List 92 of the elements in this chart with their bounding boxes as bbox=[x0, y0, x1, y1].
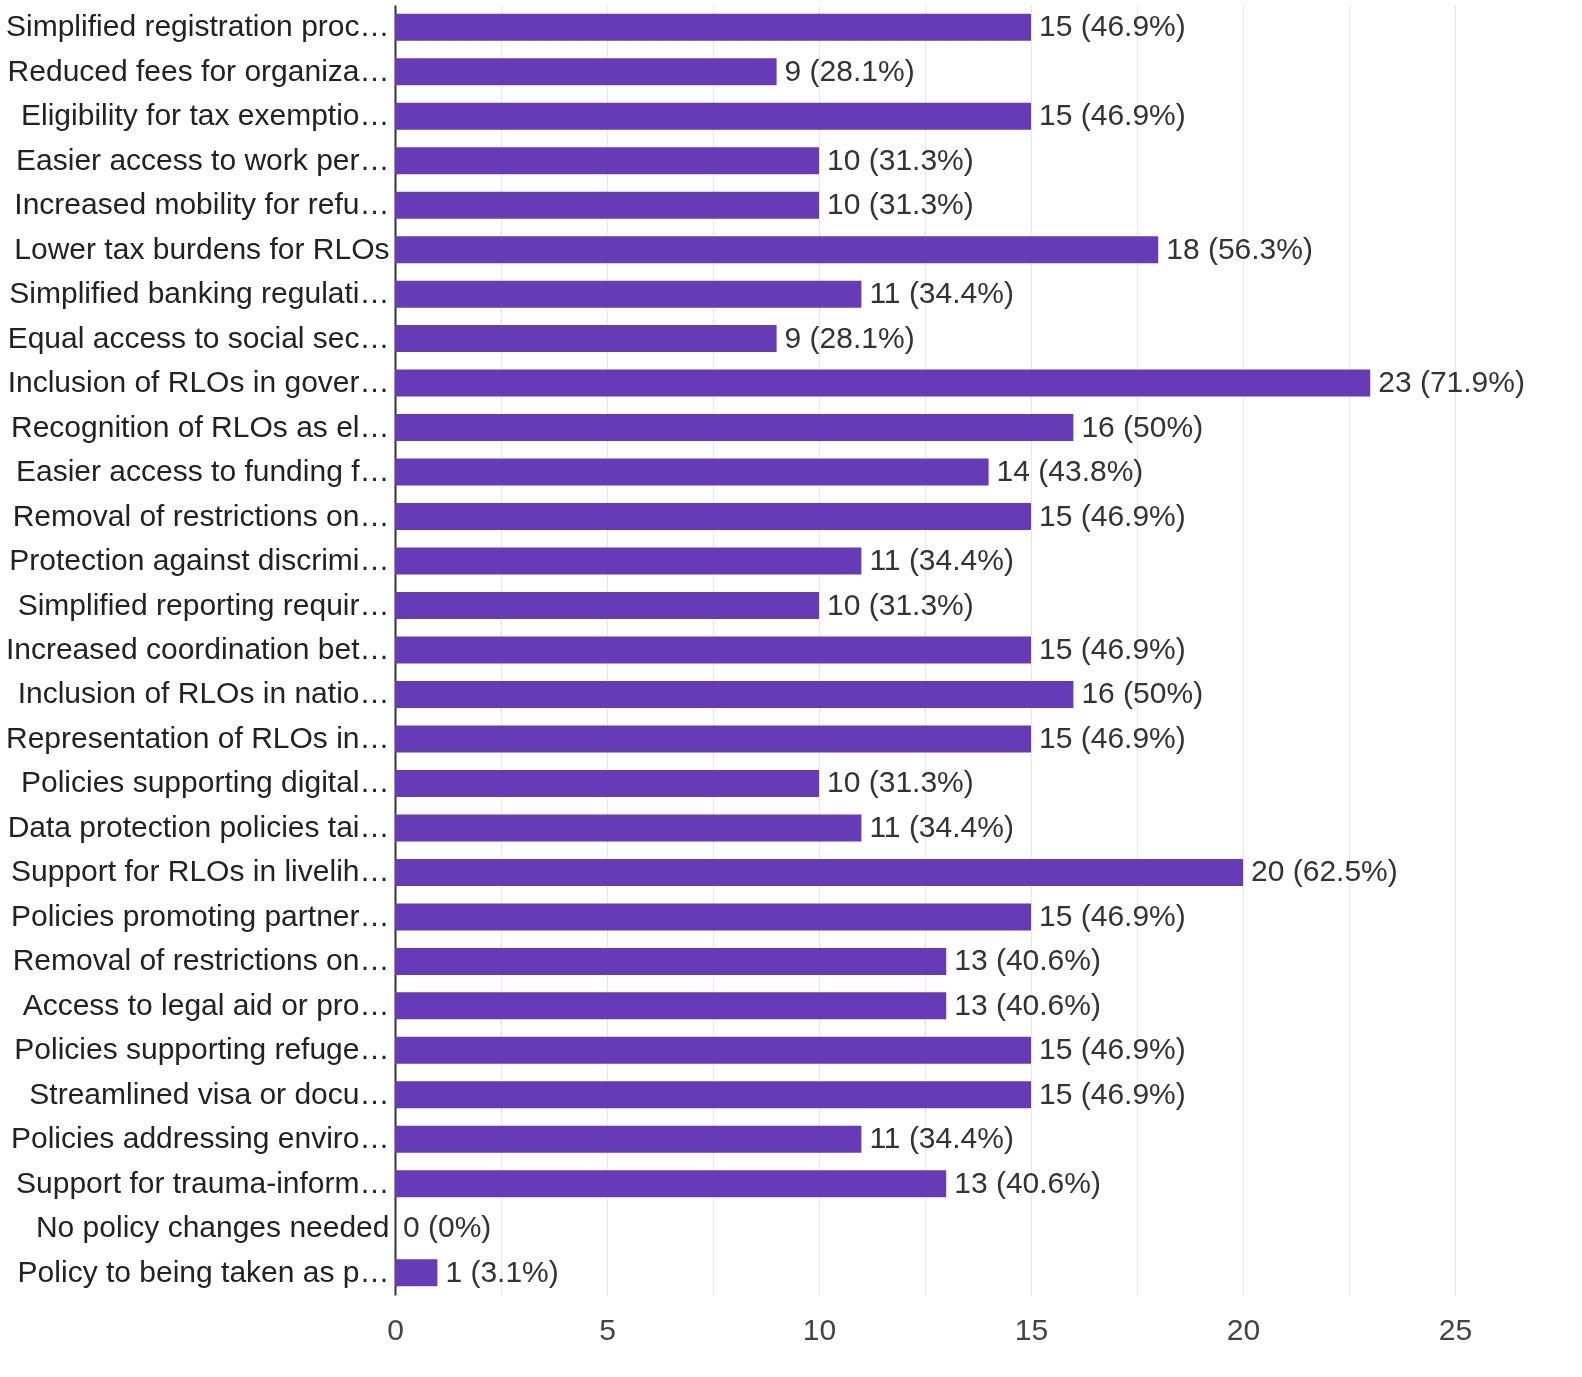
y-tick-label: Support for RLOs in livelih… bbox=[11, 854, 390, 888]
data-label: 13 (40.6%) bbox=[954, 1165, 1101, 1199]
data-label: 16 (50%) bbox=[1081, 409, 1204, 443]
data-label: 20 (62.5%) bbox=[1251, 854, 1398, 888]
y-tick-label: Streamlined visa or docu… bbox=[29, 1076, 390, 1110]
bar bbox=[395, 992, 947, 1020]
y-tick-label: Policies promoting partner… bbox=[10, 898, 390, 932]
data-label: 10 (31.3%) bbox=[827, 142, 974, 176]
data-label: 1 (3.1%) bbox=[445, 1254, 559, 1288]
y-tick-label: Increased coordination bet… bbox=[5, 632, 390, 665]
bar bbox=[395, 903, 1031, 931]
bar bbox=[395, 1125, 862, 1153]
bar bbox=[395, 236, 1159, 264]
y-tick-label: Support for trauma-inform… bbox=[16, 1165, 390, 1199]
data-label: 10 (31.3%) bbox=[827, 187, 974, 221]
data-label: 15 (46.9%) bbox=[1039, 9, 1186, 43]
data-label: 15 (46.9%) bbox=[1039, 1076, 1186, 1110]
bar bbox=[395, 325, 777, 353]
y-tick-label: Policy to being taken as p… bbox=[17, 1254, 390, 1288]
x-tick-label: 10 bbox=[802, 1312, 837, 1346]
y-tick-label: Removal of restrictions on… bbox=[12, 498, 390, 532]
bar bbox=[395, 1170, 947, 1198]
bar bbox=[395, 369, 1371, 397]
data-label: 16 (50%) bbox=[1081, 676, 1204, 710]
bar bbox=[395, 280, 862, 308]
bar bbox=[395, 58, 777, 86]
data-label: 11 (34.4%) bbox=[869, 1121, 1014, 1155]
data-label: 23 (71.9%) bbox=[1378, 365, 1525, 399]
y-tick-label: Easier access to work per… bbox=[16, 142, 390, 176]
bar bbox=[395, 13, 1031, 41]
y-tick-label: Policies addressing enviro… bbox=[10, 1121, 390, 1155]
bar bbox=[395, 636, 1031, 664]
x-tick-label: 5 bbox=[599, 1312, 616, 1346]
y-tick-label: Inclusion of RLOs in gover… bbox=[7, 365, 390, 399]
data-label: 11 (34.4%) bbox=[869, 809, 1014, 843]
bar bbox=[395, 858, 1243, 886]
bar bbox=[395, 680, 1074, 708]
bar bbox=[395, 147, 819, 175]
data-label: 18 (56.3%) bbox=[1166, 231, 1313, 265]
y-tick-label: Policies supporting refuge… bbox=[14, 1032, 390, 1066]
y-tick-label: Lower tax burdens for RLOs bbox=[14, 231, 390, 265]
data-label: 15 (46.9%) bbox=[1039, 1032, 1186, 1066]
data-label: 14 (43.8%) bbox=[996, 454, 1144, 488]
bar bbox=[395, 102, 1031, 130]
y-tick-label: Increased mobility for refu… bbox=[14, 187, 390, 221]
bar bbox=[395, 414, 1074, 442]
bar bbox=[395, 1259, 438, 1287]
x-tick-label: 20 bbox=[1226, 1312, 1261, 1346]
data-label: 15 (46.9%) bbox=[1039, 720, 1186, 754]
bar bbox=[395, 769, 819, 797]
y-tick-label: Easier access to funding f… bbox=[15, 454, 390, 488]
data-label: 10 (31.3%) bbox=[827, 765, 974, 799]
y-tick-label: Removal of restrictions on… bbox=[12, 943, 390, 977]
y-tick-label: Access to legal aid or pro… bbox=[22, 987, 390, 1021]
data-label: 15 (46.9%) bbox=[1039, 98, 1186, 132]
bar bbox=[395, 725, 1031, 753]
y-tick-label: No policy changes needed bbox=[35, 1210, 390, 1244]
x-tick-label: 25 bbox=[1438, 1312, 1473, 1346]
data-label: 15 (46.9%) bbox=[1039, 498, 1186, 532]
x-tick-label: 0 bbox=[387, 1312, 404, 1346]
bar bbox=[395, 503, 1031, 531]
data-label: 13 (40.6%) bbox=[954, 943, 1101, 977]
data-label: 9 (28.1%) bbox=[784, 53, 915, 87]
y-tick-label: Reduced fees for organiza… bbox=[7, 53, 390, 87]
y-tick-label: Protection against discrimi… bbox=[9, 543, 390, 577]
y-tick-label: Recognition of RLOs as el… bbox=[10, 409, 390, 443]
bar bbox=[395, 191, 819, 219]
data-label: 9 (28.1%) bbox=[784, 320, 915, 354]
bar bbox=[395, 458, 989, 486]
data-label: 15 (46.9%) bbox=[1039, 898, 1186, 932]
data-label: 11 (34.4%) bbox=[869, 543, 1014, 577]
y-tick-label: Representation of RLOs in… bbox=[5, 720, 390, 754]
data-label: 15 (46.9%) bbox=[1039, 632, 1186, 665]
y-tick-label: Simplified reporting requir… bbox=[17, 587, 390, 621]
y-tick-label: Simplified registration proc… bbox=[6, 9, 390, 43]
x-tick-label: 15 bbox=[1014, 1312, 1049, 1346]
bar bbox=[395, 947, 947, 975]
bar bbox=[395, 1081, 1031, 1109]
y-tick-label: Equal access to social sec… bbox=[7, 320, 390, 354]
y-tick-label: Eligibility for tax exemptio… bbox=[21, 98, 390, 132]
bar bbox=[395, 1036, 1031, 1064]
y-tick-label: Policies supporting digital… bbox=[20, 765, 390, 799]
y-tick-label: Data protection policies tai… bbox=[7, 809, 390, 843]
data-label: 13 (40.6%) bbox=[954, 987, 1101, 1021]
bar bbox=[395, 814, 862, 842]
data-label: 0 (0%) bbox=[403, 1210, 492, 1244]
data-label: 11 (34.4%) bbox=[869, 276, 1014, 310]
y-tick-label: Inclusion of RLOs in natio… bbox=[17, 676, 390, 710]
bar bbox=[395, 592, 819, 620]
bar bbox=[395, 547, 862, 575]
data-label: 10 (31.3%) bbox=[827, 587, 974, 621]
y-tick-label: Simplified banking regulati… bbox=[9, 276, 390, 310]
